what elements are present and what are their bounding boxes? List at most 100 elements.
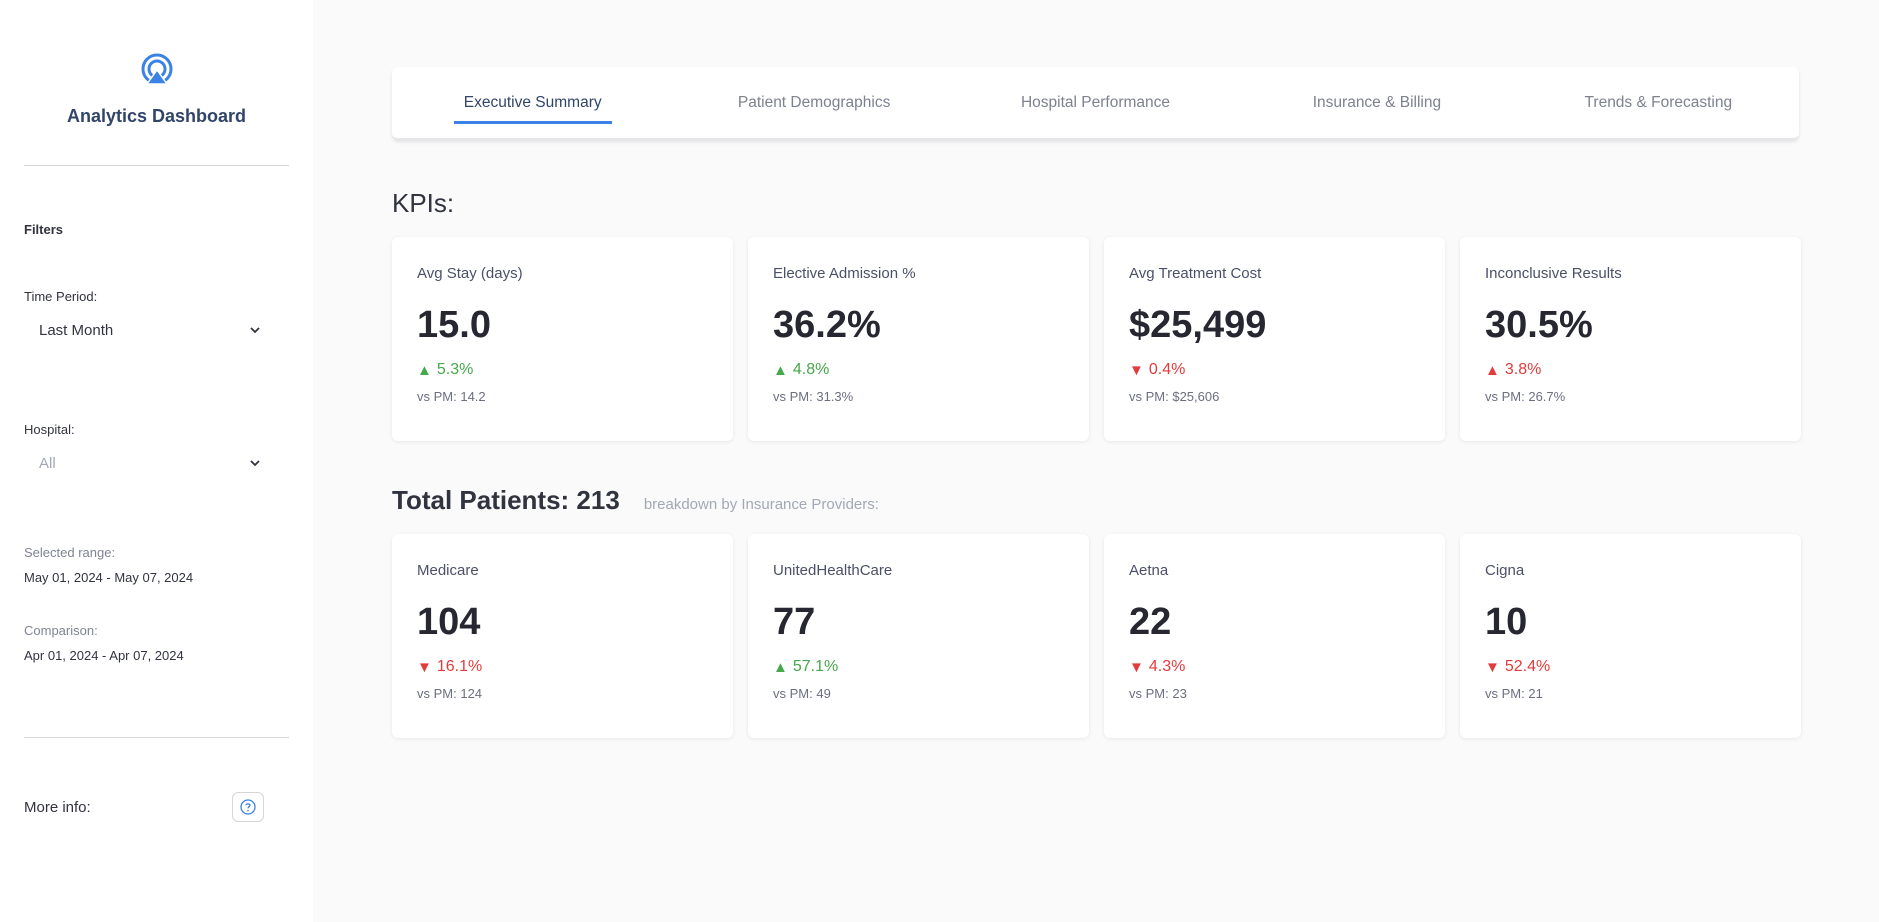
kpi-value: 30.5% xyxy=(1485,304,1593,346)
insurance-delta-value: 16.1% xyxy=(436,658,483,675)
arrow-up-icon: ▲ xyxy=(1485,361,1500,379)
kpi-delta-value: 3.8% xyxy=(1504,361,1542,378)
arrow-down-icon: ▼ xyxy=(1129,658,1144,676)
hospital-select[interactable]: All xyxy=(24,449,276,477)
tab-label: Patient Demographics xyxy=(737,93,891,111)
insurance-card: Medicare 104 ▼ 16.1% vs PM: 124 xyxy=(392,534,733,738)
comparison-label: Comparison: xyxy=(24,623,98,638)
insurance-delta: ▲ 57.1% xyxy=(773,658,1064,676)
kpi-value: 36.2% xyxy=(773,304,881,346)
tab-hospital-performance[interactable]: Hospital Performance xyxy=(955,67,1236,138)
arrow-down-icon: ▼ xyxy=(1485,658,1500,676)
sidebar: Analytics Dashboard Filters Time Period:… xyxy=(0,0,313,922)
insurance-delta-value: 52.4% xyxy=(1504,658,1551,675)
kpi-delta-value: 4.8% xyxy=(792,361,830,378)
patients-section-header: Total Patients: 213 breakdown by Insuran… xyxy=(392,485,1801,516)
kpi-previous: vs PM: 31.3% xyxy=(773,389,854,404)
tab-trends-forecasting[interactable]: Trends & Forecasting xyxy=(1518,67,1799,138)
tab-executive-summary[interactable]: Executive Summary xyxy=(392,67,673,138)
selected-range-value: May 01, 2024 - May 07, 2024 xyxy=(24,570,194,585)
chevron-down-icon xyxy=(250,460,260,467)
insurance-previous: vs PM: 21 xyxy=(1485,686,1543,701)
kpi-card: Inconclusive Results 30.5% ▲ 3.8% vs PM:… xyxy=(1460,237,1801,441)
insurance-label: UnitedHealthCare xyxy=(773,562,893,579)
tab-bar: Executive Summary Patient Demographics H… xyxy=(392,67,1799,140)
selected-range: Selected range: May 01, 2024 - May 07, 2… xyxy=(24,545,289,585)
kpi-cards: Avg Stay (days) 15.0 ▲ 5.3% vs PM: 14.2 … xyxy=(392,237,1801,441)
insurance-label: Medicare xyxy=(417,562,479,579)
sidebar-divider-bottom xyxy=(24,737,289,738)
comparison-range: Comparison: Apr 01, 2024 - Apr 07, 2024 xyxy=(24,623,289,663)
insurance-card: Cigna 10 ▼ 52.4% vs PM: 21 xyxy=(1460,534,1801,738)
kpi-label: Avg Treatment Cost xyxy=(1129,265,1262,282)
insurance-previous: vs PM: 23 xyxy=(1129,686,1187,701)
more-info-label: More info: xyxy=(24,798,91,816)
kpi-delta: ▼ 0.4% xyxy=(1129,361,1420,379)
more-info-row: More info: xyxy=(24,792,289,822)
insurance-card: Aetna 22 ▼ 4.3% vs PM: 23 xyxy=(1104,534,1445,738)
insurance-delta-value: 57.1% xyxy=(792,658,839,675)
chevron-down-icon xyxy=(250,327,260,334)
insurance-value: 22 xyxy=(1129,601,1172,643)
hospital-value: All xyxy=(39,454,56,472)
tab-insurance-billing[interactable]: Insurance & Billing xyxy=(1236,67,1517,138)
selected-range-label: Selected range: xyxy=(24,545,116,560)
kpi-label: Avg Stay (days) xyxy=(417,265,523,282)
time-period-select[interactable]: Last Month xyxy=(24,316,276,344)
kpi-previous: vs PM: 26.7% xyxy=(1485,389,1566,404)
insurance-label: Cigna xyxy=(1485,562,1525,579)
time-period-label: Time Period: xyxy=(24,289,98,304)
arrow-down-icon: ▼ xyxy=(417,658,432,676)
insurance-card: UnitedHealthCare 77 ▲ 57.1% vs PM: 49 xyxy=(748,534,1089,738)
kpi-value: 15.0 xyxy=(417,304,491,346)
arrow-up-icon: ▲ xyxy=(417,361,432,379)
tab-patient-demographics[interactable]: Patient Demographics xyxy=(673,67,954,138)
kpi-previous: vs PM: $25,606 xyxy=(1129,389,1220,404)
insurance-delta-value: 4.3% xyxy=(1148,658,1186,675)
brand: Analytics Dashboard xyxy=(24,0,289,127)
broadcast-logo-icon xyxy=(141,53,172,85)
insurance-previous: vs PM: 49 xyxy=(773,686,831,701)
arrow-up-icon: ▲ xyxy=(773,658,788,676)
kpi-value: $25,499 xyxy=(1129,304,1267,346)
insurance-delta: ▼ 16.1% xyxy=(417,658,708,676)
insurance-delta: ▼ 52.4% xyxy=(1485,658,1776,676)
kpi-delta-value: 5.3% xyxy=(436,361,474,378)
kpi-label: Elective Admission % xyxy=(773,265,916,282)
insurance-value: 10 xyxy=(1485,601,1528,643)
kpi-delta: ▲ 4.8% xyxy=(773,361,1064,379)
hospital-label: Hospital: xyxy=(24,422,75,437)
app-title: Analytics Dashboard xyxy=(66,106,247,126)
kpi-card: Elective Admission % 36.2% ▲ 4.8% vs PM:… xyxy=(748,237,1089,441)
sidebar-divider xyxy=(24,165,289,166)
kpi-previous: vs PM: 14.2 xyxy=(417,389,486,404)
insurance-value: 77 xyxy=(773,601,816,643)
kpi-section-header: KPIs: xyxy=(392,188,1801,219)
insurance-label: Aetna xyxy=(1129,562,1169,579)
insurance-cards: Medicare 104 ▼ 16.1% vs PM: 124 UnitedHe… xyxy=(392,534,1801,738)
insurance-value: 104 xyxy=(417,601,481,643)
kpi-delta: ▲ 5.3% xyxy=(417,361,708,379)
filters-heading: Filters xyxy=(24,222,64,237)
kpi-card: Avg Treatment Cost $25,499 ▼ 0.4% vs PM:… xyxy=(1104,237,1445,441)
insurance-delta: ▼ 4.3% xyxy=(1129,658,1420,676)
tab-label: Insurance & Billing xyxy=(1312,93,1442,111)
kpi-section-title: KPIs: xyxy=(392,188,455,218)
insurance-previous: vs PM: 124 xyxy=(417,686,483,701)
kpi-card: Avg Stay (days) 15.0 ▲ 5.3% vs PM: 14.2 xyxy=(392,237,733,441)
tab-label: Trends & Forecasting xyxy=(1584,93,1733,111)
arrow-down-icon: ▼ xyxy=(1129,361,1144,379)
tab-label: Hospital Performance xyxy=(1020,93,1171,111)
help-button[interactable] xyxy=(232,792,264,822)
help-icon xyxy=(240,799,256,815)
total-patients-title: Total Patients: 213 xyxy=(392,485,620,515)
kpi-delta: ▲ 3.8% xyxy=(1485,361,1776,379)
kpi-label: Inconclusive Results xyxy=(1485,265,1622,282)
tab-label: Executive Summary xyxy=(453,94,612,124)
main-content: Executive Summary Patient Demographics H… xyxy=(313,0,1879,922)
kpi-delta-value: 0.4% xyxy=(1148,361,1186,378)
patients-subtitle: breakdown by Insurance Providers: xyxy=(643,496,879,513)
time-period-value: Last Month xyxy=(39,321,114,339)
comparison-value: Apr 01, 2024 - Apr 07, 2024 xyxy=(24,648,184,663)
